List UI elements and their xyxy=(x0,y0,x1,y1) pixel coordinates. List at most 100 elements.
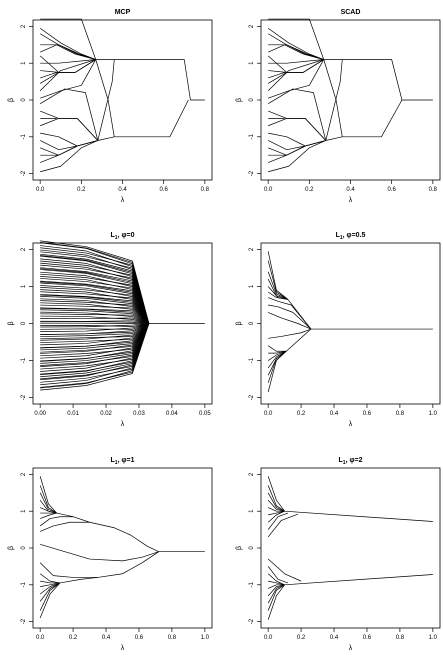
x-tick-label: 0.0 xyxy=(264,187,273,193)
series-line xyxy=(39,88,99,141)
series-line xyxy=(39,485,57,514)
series-line xyxy=(40,118,99,141)
series-line xyxy=(267,510,285,523)
series-line xyxy=(40,313,150,324)
y-tick-label: 2 xyxy=(21,472,27,476)
series-line xyxy=(267,271,289,300)
y-tick-label: -1 xyxy=(21,357,27,363)
series-line xyxy=(39,516,74,527)
series-line xyxy=(39,476,205,553)
series-line xyxy=(40,307,150,324)
series-line xyxy=(267,558,302,582)
series-line xyxy=(40,18,205,101)
y-axis-label: β xyxy=(236,321,243,325)
x-tick-label: 0.03 xyxy=(133,411,145,417)
y-tick-label: -2 xyxy=(249,618,255,624)
series-line xyxy=(267,513,298,538)
x-axis-label: λ xyxy=(121,421,125,428)
y-tick-label: -2 xyxy=(21,394,27,400)
y-tick-label: 2 xyxy=(249,24,255,28)
x-tick-label: 0.8 xyxy=(396,411,405,417)
series-line xyxy=(40,309,150,324)
series-line xyxy=(268,44,324,60)
series-line xyxy=(39,492,57,514)
series-line xyxy=(268,59,324,64)
series-line xyxy=(267,351,287,393)
series-line xyxy=(268,110,327,141)
series-line xyxy=(40,59,97,99)
x-tick-label: 0.4 xyxy=(102,635,111,641)
x-tick-label: 0.0 xyxy=(264,635,273,641)
x-tick-label: 1.0 xyxy=(429,411,438,417)
series-line xyxy=(40,323,150,351)
series-line xyxy=(267,260,289,300)
series-line xyxy=(268,510,285,516)
series-line xyxy=(267,88,327,141)
series-line xyxy=(40,323,149,330)
series-line xyxy=(268,140,326,151)
series-line xyxy=(40,323,150,346)
y-axis-label: β xyxy=(8,321,15,325)
series-line xyxy=(267,350,287,361)
series-line xyxy=(267,574,433,620)
series-line xyxy=(40,304,150,324)
series-line xyxy=(40,323,150,337)
series-line xyxy=(325,59,343,141)
series-line xyxy=(267,72,287,84)
series-line xyxy=(40,59,96,73)
series-line xyxy=(267,492,285,512)
x-tick-label: 1.0 xyxy=(429,635,438,641)
series-line xyxy=(40,323,150,349)
x-tick-label: 0.05 xyxy=(199,411,211,417)
series-line xyxy=(267,328,312,352)
x-tick-label: 0.8 xyxy=(201,187,210,193)
y-tick-label: -1 xyxy=(21,133,27,139)
series-line xyxy=(40,291,150,324)
series-line xyxy=(268,350,287,354)
series-line xyxy=(268,59,324,73)
series-line xyxy=(268,18,433,101)
plot-frame xyxy=(260,242,441,405)
series-line xyxy=(267,485,285,512)
series-line xyxy=(40,543,159,562)
y-tick-label: -1 xyxy=(249,581,255,587)
series-line xyxy=(268,72,304,79)
y-tick-label: 2 xyxy=(21,24,27,28)
x-tick-label: 0.00 xyxy=(34,411,46,417)
panel-5: L1, φ=1 0.0 0.2 0.4 0.6 0.8 1.0 -2 -1 0 1 2 λ β xyxy=(8,457,213,652)
series-line xyxy=(40,580,60,584)
y-tick-label: 0 xyxy=(249,98,255,102)
x-tick-label: 0.4 xyxy=(118,187,127,193)
x-tick-label: 0.4 xyxy=(330,635,339,641)
y-tick-label: -2 xyxy=(21,618,27,624)
series-line xyxy=(40,323,150,357)
chart-title: SCAD xyxy=(341,9,361,16)
series-line xyxy=(267,350,287,383)
x-tick-label: 0.6 xyxy=(387,187,396,193)
series-line xyxy=(39,577,98,619)
x-tick-label: 0.6 xyxy=(363,635,372,641)
series-line xyxy=(267,291,288,300)
y-tick-label: 0 xyxy=(21,98,27,102)
y-tick-label: -2 xyxy=(21,170,27,176)
series-line xyxy=(40,323,150,354)
series-line xyxy=(40,323,150,362)
series-line xyxy=(268,312,312,330)
series-line xyxy=(268,584,285,589)
panel-6: L1, φ=2 0.0 0.2 0.4 0.6 0.8 1.0 -2 -1 0 1 2 λ β xyxy=(236,457,441,652)
series-line xyxy=(40,323,150,343)
x-tick-label: 0.6 xyxy=(159,187,168,193)
x-tick-label: 0.2 xyxy=(297,635,306,641)
y-tick-label: 2 xyxy=(249,472,255,476)
panel-2: SCAD 0.0 0.2 0.4 0.6 0.8 -2 -1 0 1 2 λ β xyxy=(236,9,441,204)
series-line xyxy=(267,251,433,330)
y-tick-label: 1 xyxy=(249,509,255,513)
y-tick-label: 2 xyxy=(249,247,255,251)
panel-4: L1, φ=0.5 0.0 0.2 0.4 0.6 0.8 1.0 -2 -1 0 1 2 λ β xyxy=(236,232,441,428)
x-tick-label: 0.0 xyxy=(264,411,273,417)
y-tick-label: 1 xyxy=(249,284,255,288)
x-tick-label: 0.8 xyxy=(429,187,438,193)
series-line xyxy=(268,580,285,586)
x-tick-label: 0.2 xyxy=(69,635,78,641)
y-tick-label: -1 xyxy=(249,133,255,139)
